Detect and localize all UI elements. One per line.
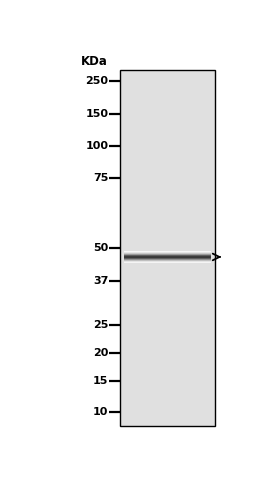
Text: 100: 100 xyxy=(85,141,108,151)
Text: KDa: KDa xyxy=(81,55,108,68)
Text: 150: 150 xyxy=(85,109,108,119)
Text: 10: 10 xyxy=(93,407,108,417)
Text: 20: 20 xyxy=(93,348,108,358)
Text: 75: 75 xyxy=(93,173,108,183)
Bar xyxy=(120,70,215,426)
Text: 37: 37 xyxy=(93,276,108,286)
Text: 250: 250 xyxy=(85,76,108,86)
Text: 50: 50 xyxy=(93,244,108,253)
Text: 25: 25 xyxy=(93,320,108,330)
Text: 15: 15 xyxy=(93,376,108,386)
